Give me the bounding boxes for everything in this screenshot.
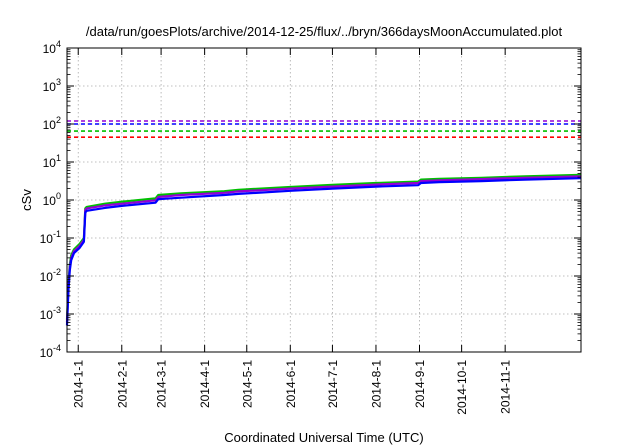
x-axis-label: Coordinated Universal Time (UTC): [224, 430, 423, 445]
x-tick-label: 2014-8-1: [369, 360, 383, 408]
y-tick-label: 101: [43, 153, 61, 170]
y-tick-label: 102: [43, 115, 61, 132]
x-tick-label: 2014-10-1: [455, 360, 469, 415]
y-tick-label: 104: [43, 39, 61, 56]
series-line: [65, 173, 582, 320]
x-tick-label: 2014-5-1: [240, 360, 254, 408]
series-lines: [65, 173, 582, 326]
threshold-lines: [67, 120, 581, 138]
x-axis: 2014-1-1 2014-2-1 2014-3-1 2014-4-1 2014-5-1…: [72, 48, 513, 415]
x-tick-label: 2014-6-1: [284, 360, 298, 408]
grid: [67, 48, 581, 352]
chart-title: /data/run/goesPlots/archive/2014-12-25/f…: [86, 24, 563, 39]
y-tick-label: 10-2: [40, 267, 61, 284]
y-tick-label: 10-1: [40, 229, 61, 246]
y-axis: 10-4 10-3 10-2 10-1 100 101 102 103 104: [40, 39, 581, 360]
x-tick-label: 2014-11-1: [499, 360, 513, 414]
y-tick-label: 100: [43, 191, 61, 208]
x-tick-label: 2014-2-1: [115, 360, 129, 408]
x-tick-label: 2014-1-1: [72, 360, 86, 408]
x-tick-label: 2014-4-1: [198, 360, 212, 408]
y-tick-label: 103: [43, 77, 61, 94]
series-line: [65, 175, 582, 323]
x-tick-label: 2014-3-1: [155, 360, 169, 408]
y-tick-label: 10-3: [40, 305, 61, 322]
x-tick-label: 2014-7-1: [326, 360, 340, 408]
x-tick-label: 2014-9-1: [413, 360, 427, 408]
series-line: [65, 177, 582, 326]
y-axis-label: cSv: [19, 189, 34, 211]
y-tick-label: 10-4: [40, 343, 61, 360]
